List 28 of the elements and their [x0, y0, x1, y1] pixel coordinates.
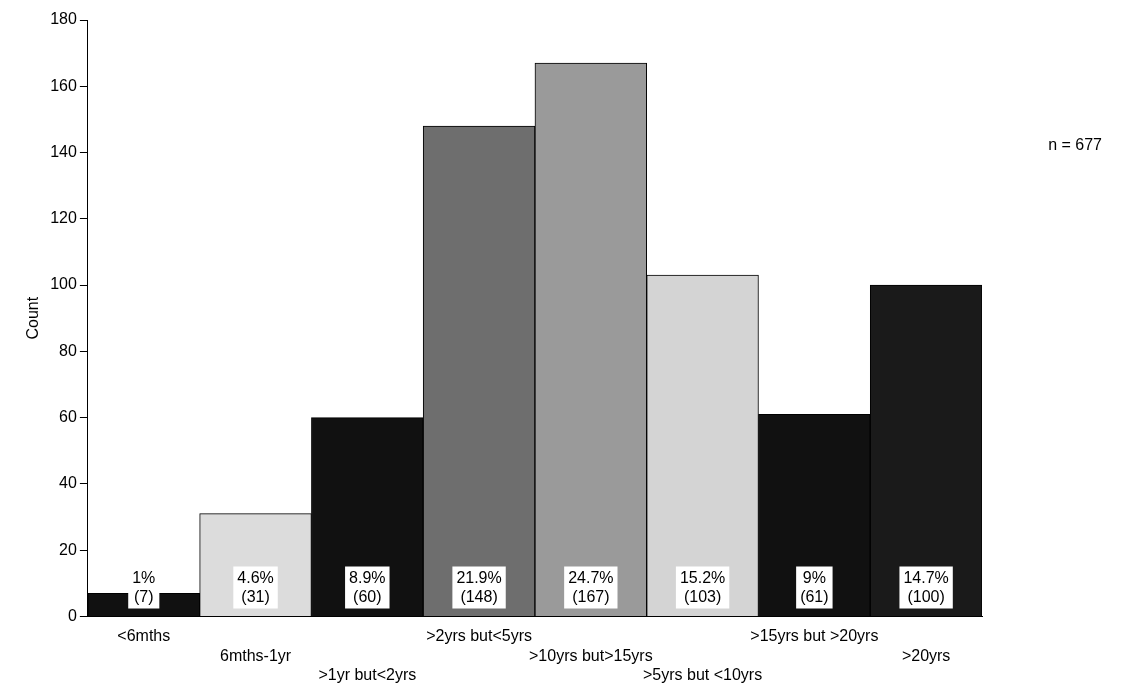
y-tick-label: 100: [50, 275, 77, 293]
x-tick-label: >15yrs but >20yrs: [750, 627, 879, 645]
y-tick-label: 20: [59, 540, 77, 558]
x-tick-label: >2yrs but<5yrs: [426, 627, 532, 645]
data-label: 4.6% (31): [237, 568, 274, 605]
x-tick-label: >20yrs: [901, 646, 951, 664]
y-tick-label: 40: [59, 474, 77, 492]
data-label: 24.7% (167): [568, 568, 614, 605]
data-label: 8.9% (60): [349, 568, 386, 605]
data-label: 21.9% (148): [456, 568, 502, 605]
data-label: 1% (7): [132, 568, 156, 605]
y-tick-label: 180: [50, 10, 77, 28]
x-tick-label: >5yrs but <10yrs: [643, 665, 763, 683]
x-tick-label: <6mths: [117, 627, 171, 645]
data-label: 15.2% (103): [679, 568, 726, 605]
y-tick-label: 60: [59, 408, 77, 426]
text: n = 677: [1048, 135, 1103, 153]
y-tick-label: 160: [50, 76, 77, 94]
y-axis-title: Count: [24, 296, 42, 340]
x-tick-label: >10yrs but>15yrs: [529, 646, 653, 664]
y-tick-label: 140: [50, 142, 77, 160]
data-label: 14.7% (100): [903, 568, 949, 605]
x-tick-label: >1yr but<2yrs: [318, 665, 417, 683]
y-tick-label: 80: [59, 341, 77, 359]
x-tick-label: 6mths-1yr: [219, 646, 292, 664]
y-tick-label: 120: [50, 209, 77, 227]
data-label: 9% (61): [800, 568, 829, 605]
y-tick-label: 0: [67, 606, 77, 624]
